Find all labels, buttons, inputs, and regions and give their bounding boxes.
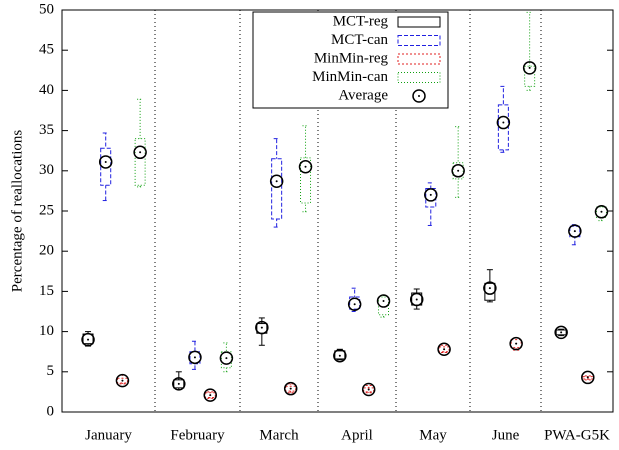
mean-marker xyxy=(483,281,497,295)
mean-marker xyxy=(409,292,424,307)
mean-dot xyxy=(560,331,563,334)
box xyxy=(300,157,312,204)
mean-marker xyxy=(98,155,113,169)
mean-marker xyxy=(496,115,511,130)
mean-dot xyxy=(457,169,460,172)
mean-dot xyxy=(573,230,576,233)
mean-marker xyxy=(376,294,391,308)
mean-dot xyxy=(515,342,518,345)
box xyxy=(271,158,283,220)
mean-dot xyxy=(193,356,196,359)
mean-marker xyxy=(298,160,313,174)
box xyxy=(349,296,361,310)
mean-dot xyxy=(367,388,370,391)
mean-dot xyxy=(121,379,124,382)
mean-marker xyxy=(333,348,347,363)
box xyxy=(220,351,232,369)
y-tick-label: 25 xyxy=(39,202,54,218)
mean-marker xyxy=(361,382,376,397)
box xyxy=(524,65,536,87)
mean-dot xyxy=(528,66,531,69)
legend-label: MinMin-reg xyxy=(314,50,389,66)
mean-marker xyxy=(203,388,217,402)
mean-dot xyxy=(289,387,292,390)
mean-dot xyxy=(338,354,341,357)
mean-marker xyxy=(115,373,130,388)
mean-dot xyxy=(353,303,356,306)
mean-marker xyxy=(172,377,186,391)
legend-swatch xyxy=(397,35,441,46)
y-tick-label: 15 xyxy=(39,283,54,299)
y-tick-label: 40 xyxy=(39,82,54,98)
mean-dot xyxy=(382,300,385,303)
y-tick-label: 20 xyxy=(39,243,54,259)
y-tick-label: 5 xyxy=(47,363,55,379)
mean-marker xyxy=(255,320,269,335)
mean-dot xyxy=(260,326,263,329)
legend-marker xyxy=(412,89,426,103)
mean-marker xyxy=(437,342,451,357)
box xyxy=(484,282,496,301)
box xyxy=(378,296,390,316)
mean-dot xyxy=(209,394,212,397)
x-tick-label: June xyxy=(492,427,520,443)
legend-label: Average xyxy=(338,87,388,103)
mean-marker xyxy=(283,381,298,396)
y-tick-label: 0 xyxy=(47,403,55,419)
mean-dot xyxy=(586,376,589,379)
mean-marker xyxy=(581,370,595,385)
mean-dot xyxy=(443,348,446,351)
mean-marker xyxy=(133,145,147,160)
legend-swatch xyxy=(397,16,441,28)
mean-dot xyxy=(415,298,418,301)
box xyxy=(134,138,146,186)
x-tick-label: March xyxy=(259,427,299,443)
x-tick-label: January xyxy=(85,427,132,443)
mean-marker xyxy=(509,336,523,351)
mean-marker xyxy=(81,332,95,347)
x-tick-label: April xyxy=(341,427,373,443)
x-tick-label: May xyxy=(419,427,447,443)
legend-label: MCT-reg xyxy=(333,13,389,29)
y-tick-label: 45 xyxy=(39,42,54,58)
y-tick-label: 30 xyxy=(39,162,54,178)
mean-dot xyxy=(600,210,603,213)
y-tick-label: 50 xyxy=(39,1,54,17)
mean-marker xyxy=(554,325,568,340)
mean-marker xyxy=(568,224,582,238)
mean-dot xyxy=(225,357,228,360)
mean-dot xyxy=(139,151,142,154)
legend-label: MinMin-can xyxy=(312,69,388,85)
y-tick-label: 35 xyxy=(39,122,54,138)
mean-dot xyxy=(502,121,505,124)
box xyxy=(425,187,437,208)
y-axis-label: Percentage of reallocations xyxy=(9,130,25,293)
mean-dot xyxy=(275,180,278,183)
mean-marker xyxy=(594,205,609,219)
box xyxy=(497,104,509,151)
legend-marker-dot xyxy=(418,95,420,97)
mean-marker xyxy=(219,351,234,365)
legend-label: MCT-can xyxy=(331,32,388,48)
mean-marker xyxy=(522,61,537,75)
mean-marker xyxy=(424,188,438,202)
mean-dot xyxy=(429,193,432,196)
legend-swatch xyxy=(397,72,441,83)
x-tick-label: February xyxy=(170,427,225,443)
legend-swatch xyxy=(397,53,441,65)
mean-dot xyxy=(304,165,307,168)
mean-marker xyxy=(347,297,362,312)
x-tick-label: PWA-G5K xyxy=(544,427,610,443)
mean-marker xyxy=(269,174,284,189)
mean-dot xyxy=(488,287,491,290)
box xyxy=(100,147,112,186)
mean-dot xyxy=(104,160,107,163)
mean-marker xyxy=(188,350,202,365)
mean-dot xyxy=(87,338,90,341)
mean-marker xyxy=(451,164,465,178)
y-tick-label: 10 xyxy=(39,323,54,339)
mean-dot xyxy=(177,382,180,385)
